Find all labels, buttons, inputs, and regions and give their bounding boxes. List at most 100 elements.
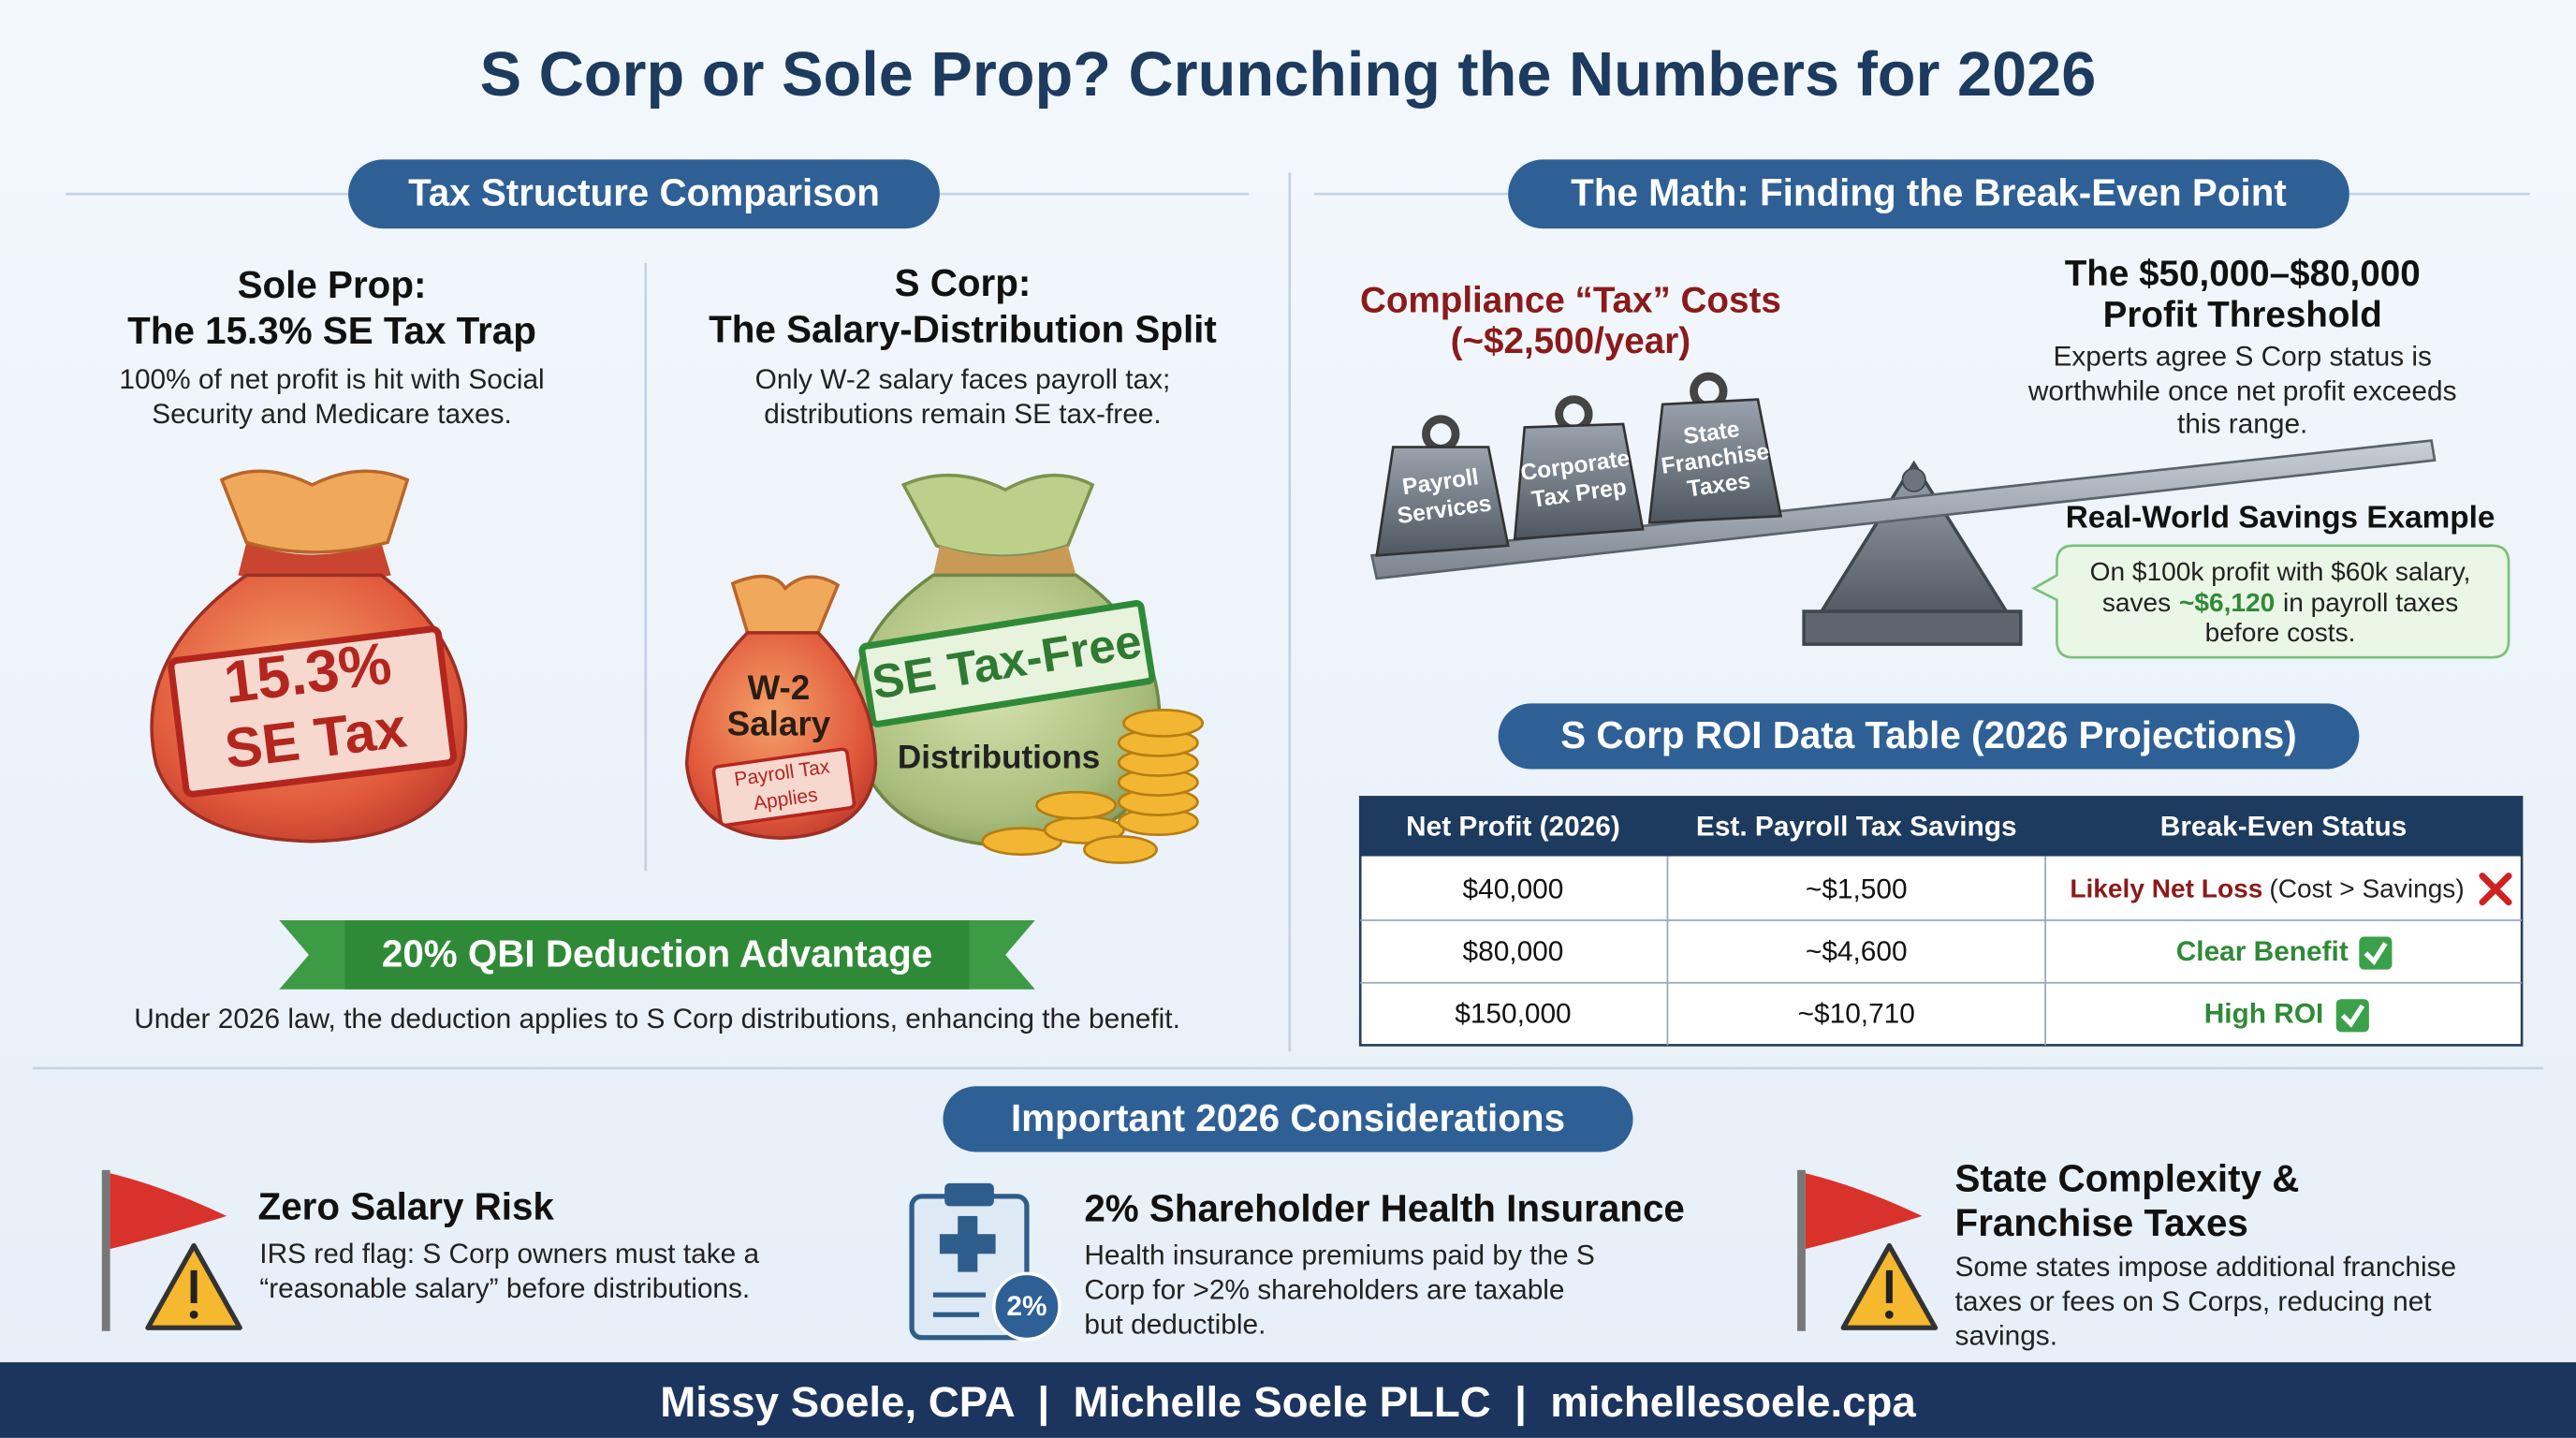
roi-table-part	[1360, 797, 2523, 857]
table-header: Net Profit (2026)	[1406, 812, 1620, 843]
section-heading: The Math: Finding the Break-Even Point	[1571, 171, 2287, 214]
consideration-description: but deductible.	[1084, 1309, 1266, 1340]
consideration-title: Zero Salary Risk	[258, 1185, 555, 1228]
example-text: before costs.	[2205, 618, 2356, 647]
flag-warning-icon-part	[1797, 1169, 1806, 1331]
column-description: Only W-2 salary faces payroll tax;	[755, 364, 1171, 395]
coin-stack-part	[1083, 835, 1158, 864]
roi-table-part	[1360, 856, 2523, 1046]
check-icon	[2359, 936, 2393, 970]
column-description: distributions remain SE tax-free.	[764, 399, 1161, 430]
status-label: High ROI	[2204, 999, 2324, 1030]
threshold-description: this range.	[2177, 409, 2307, 440]
flag-warning-icon	[1797, 1169, 1939, 1331]
clipboard-icon-part	[992, 1271, 1061, 1342]
footer-part	[0, 1362, 2576, 1438]
consideration-title: 2% Shareholder Health Insurance	[1084, 1186, 1684, 1229]
weights-part	[1513, 422, 1645, 541]
example-bubble-part	[2031, 544, 2510, 659]
table-header: Break-Even Status	[2160, 812, 2408, 843]
consideration-description: Some states impose additional franchise	[1955, 1252, 2457, 1283]
orange-money-bag-part: Payroll Tax Applies	[711, 747, 856, 828]
example-title: Real-World Savings Example	[2066, 501, 2496, 536]
consideration-title: State Complexity &	[1955, 1157, 2300, 1200]
example-text: saves	[2102, 588, 2171, 617]
comparison-heading-part	[348, 159, 940, 229]
seesaw-part	[1901, 467, 1926, 492]
flag-warning-icon-part	[1805, 1173, 1923, 1250]
clipboard-icon-part	[944, 1182, 994, 1207]
check-icon	[2335, 999, 2369, 1033]
roi-table: Net Profit (2026) Est. Payroll Tax Savin…	[1358, 796, 2524, 1047]
green-money-bag: SE Tax-Free Distributions	[850, 473, 1162, 848]
break-even-heading: The Math: Finding the Break-Even Point	[1508, 159, 2349, 229]
status-label: Likely Net Loss	[2070, 874, 2262, 903]
bag-label: W-2	[748, 668, 811, 707]
qbi-banner-part	[344, 920, 970, 990]
check-icon-part	[2364, 942, 2388, 966]
weights: Payroll Services Corporate Tax Prep Stat…	[1375, 372, 1783, 557]
flag-warning-icon-part	[110, 1173, 227, 1250]
break-even-heading-part	[1508, 159, 2349, 229]
red-money-bag-part-part	[168, 625, 458, 798]
consideration-description: Corp for >2% shareholders are taxable	[1084, 1275, 1564, 1306]
weights-part	[1375, 446, 1510, 557]
compliance-title: (~$2,500/year)	[1451, 321, 1691, 361]
page-title: S Corp or Sole Prop? Crunching the Numbe…	[480, 40, 2097, 110]
consideration-description: savings.	[1955, 1321, 2057, 1352]
flag-warning-icon-part	[190, 1269, 198, 1303]
column-description: Security and Medicare taxes.	[152, 399, 512, 430]
considerations-heading: Important 2026 Considerations	[943, 1086, 1633, 1152]
orange-money-bag: W-2 Salary Payroll Tax Applies	[684, 574, 878, 841]
compliance-title: Compliance “Tax” Costs	[1360, 280, 1781, 320]
seesaw	[1369, 439, 2437, 646]
coin-stack-part	[1035, 790, 1118, 820]
example-text: On $100k profit with $60k salary,	[2090, 557, 2471, 586]
example-bubble: On $100k profit with $60k salary, saves ~…	[2031, 544, 2510, 659]
status-label: Clear Benefit	[2176, 936, 2349, 967]
flag-warning-icon-part	[101, 1169, 110, 1331]
table-heading: S Corp ROI Data Table (2026 Projections)	[1498, 703, 2360, 770]
table-heading-part	[1498, 703, 2360, 770]
comparison-heading: Tax Structure Comparison	[348, 159, 940, 229]
threshold-title: Profit Threshold	[2103, 295, 2382, 335]
dividers	[33, 172, 2543, 1070]
seesaw-part	[1802, 609, 2023, 646]
flag-warning-icon-part	[189, 1310, 198, 1319]
consideration-title: Franchise Taxes	[1955, 1201, 2248, 1244]
threshold-description: Experts agree S Corp status is	[2053, 342, 2432, 373]
cross-icon-part	[2479, 873, 2512, 906]
coin-stack-part	[1122, 709, 1205, 738]
qbi-banner: 20% QBI Deduction Advantage	[279, 920, 1035, 990]
considerations-heading-part	[943, 1086, 1633, 1152]
flag-warning-icon-part	[1885, 1269, 1893, 1303]
table-cell: $150,000	[1455, 999, 1571, 1030]
flag-warning-icon-part	[1884, 1310, 1894, 1319]
footer-text: Missy Soele, CPA | Michelle Soele PLLC |…	[660, 1378, 1916, 1426]
clipboard-icon-part	[939, 1234, 996, 1255]
column-title: The Salary-Distribution Split	[709, 307, 1217, 350]
red-money-bag: 15.3% SE Tax	[150, 469, 468, 844]
consideration-description: IRS red flag: S Corp owners must take a	[259, 1239, 759, 1269]
threshold-title: The $50,000–$80,000	[2065, 254, 2421, 294]
orange-money-bag-part-part	[711, 747, 856, 828]
savings-amount: ~$6,120	[2179, 588, 2275, 617]
qbi-note: Under 2026 law, the deduction applies to…	[134, 1004, 1180, 1034]
consideration-description: taxes or fees on S Corps, reducing net	[1955, 1286, 2433, 1317]
table-cell: ~$4,600	[1806, 936, 1908, 967]
section-heading: S Corp ROI Data Table (2026 Projections)	[1560, 713, 2296, 756]
check-icon-part	[2335, 999, 2369, 1033]
cross-icon	[2479, 873, 2512, 906]
red-money-bag-part	[219, 469, 410, 554]
consideration-description: Health insurance premiums paid by the S	[1084, 1240, 1594, 1271]
table-header: Est. Payroll Tax Savings	[1696, 812, 2017, 843]
weights-part	[1647, 398, 1783, 524]
table-cell: $40,000	[1463, 873, 1564, 904]
example-text: in payroll taxes	[2283, 588, 2458, 617]
column-title: S Corp:	[895, 261, 1032, 304]
consideration-description: “reasonable salary” before distributions…	[259, 1273, 750, 1304]
clipboard-icon: 2%	[909, 1182, 1061, 1342]
footer: Missy Soele, CPA | Michelle Soele PLLC |…	[0, 1362, 2576, 1438]
